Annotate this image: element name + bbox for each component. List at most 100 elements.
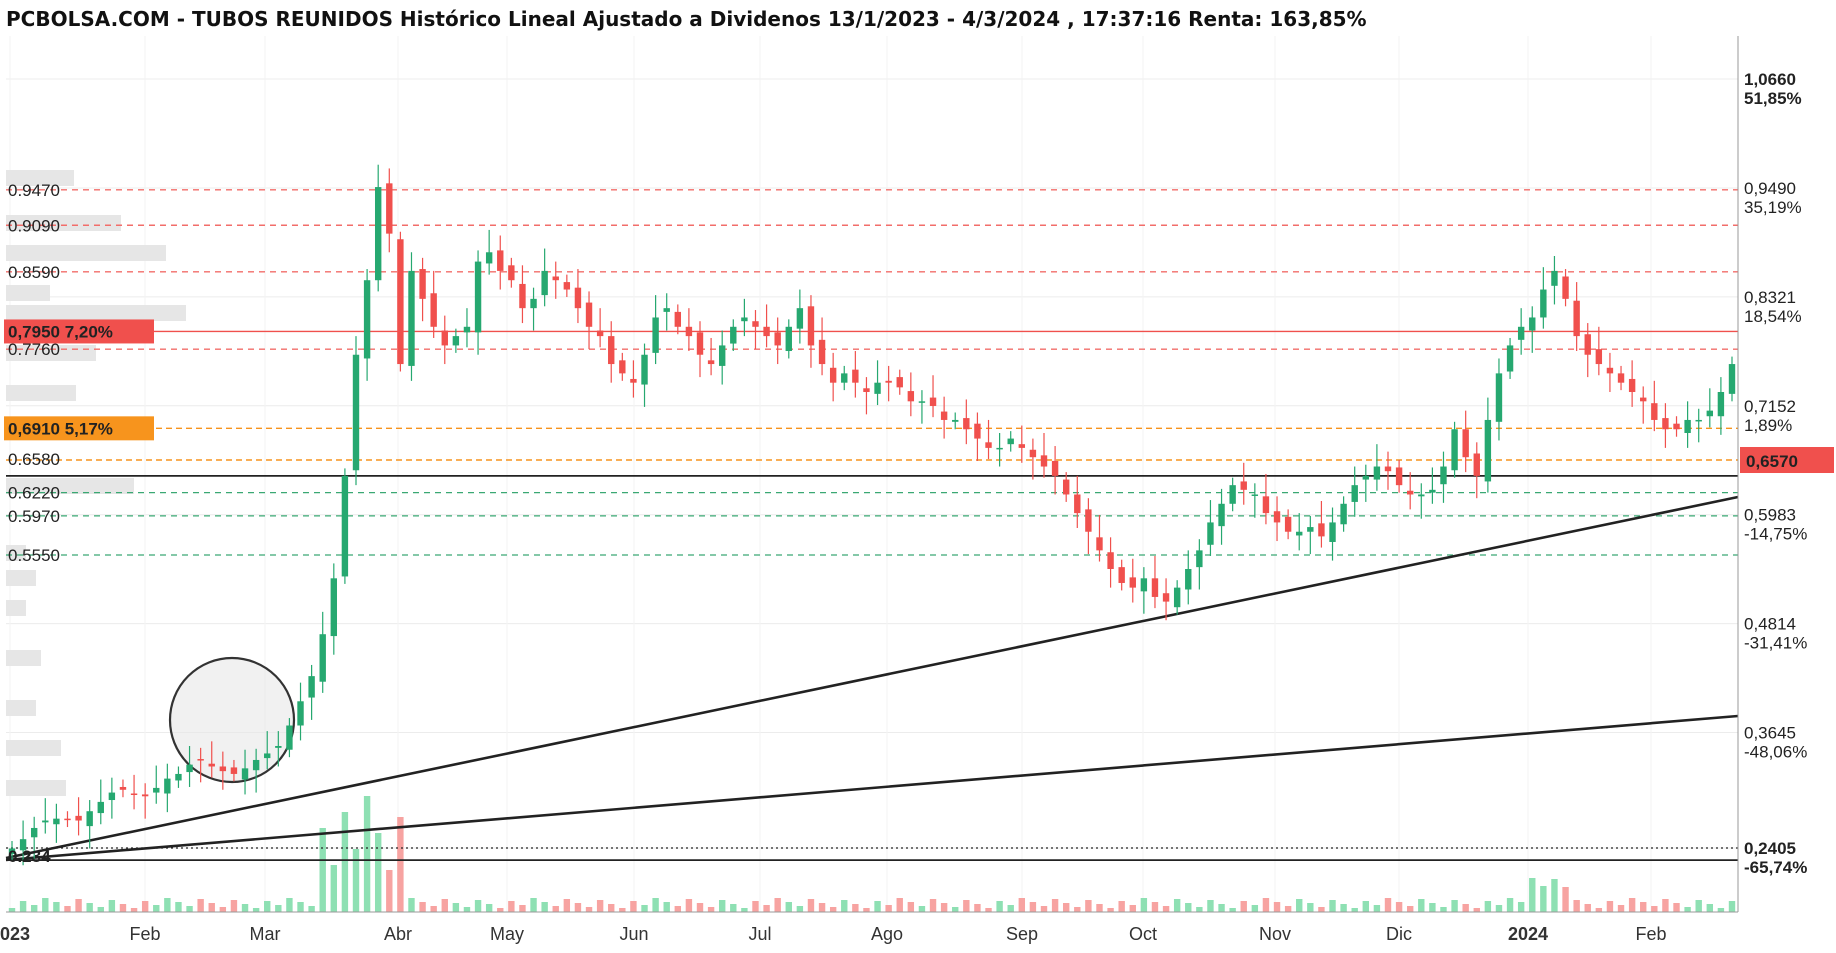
candle-body: [164, 778, 171, 794]
candle-body: [940, 411, 948, 420]
volume-bar: [785, 902, 792, 912]
left-level-label: 0.7760: [8, 340, 60, 359]
candle-body: [652, 317, 659, 353]
volume-bar: [64, 906, 71, 912]
volume-bar: [1695, 900, 1702, 912]
volume-bar: [452, 903, 460, 912]
volume-bar: [1473, 908, 1480, 912]
volume-bar: [1062, 903, 1070, 912]
candle-body: [774, 332, 781, 346]
candle-body: [818, 339, 826, 365]
volume-bar: [430, 906, 437, 912]
candle-body: [996, 447, 1003, 450]
volume-bar: [1129, 905, 1136, 912]
x-axis-label: Sep: [1006, 924, 1038, 944]
right-axis-price-label: 1,0660: [1744, 70, 1796, 89]
volume-bar: [1140, 898, 1148, 912]
candle-body: [596, 330, 604, 337]
left-level-label: 0.6220: [8, 484, 60, 503]
candle-body: [1551, 270, 1558, 286]
right-axis-pct-label: -65,74%: [1744, 858, 1807, 877]
x-axis-label: Feb: [1635, 924, 1666, 944]
right-axis-pct-label: -48,06%: [1744, 742, 1807, 761]
candle-body: [608, 336, 615, 365]
volume-bar: [596, 900, 604, 912]
candle-body: [1406, 490, 1414, 495]
volume-bar: [1196, 907, 1203, 912]
axes: [6, 36, 1739, 913]
candle-body: [430, 293, 437, 327]
volume-bar: [197, 899, 204, 912]
volume-profile-bar: [6, 650, 41, 666]
volume-bar: [818, 903, 826, 912]
volume-bar: [186, 906, 193, 912]
candle-body: [1706, 410, 1714, 417]
volume-bar: [663, 902, 670, 912]
volume-bar: [1640, 902, 1647, 912]
volume-bar: [208, 903, 215, 912]
volume-bar: [108, 900, 116, 912]
right-axis-pct-label: 51,85%: [1744, 89, 1802, 108]
candle-body: [974, 423, 981, 439]
candle-body: [53, 818, 60, 825]
candle-body: [1185, 568, 1192, 590]
volume-profile-bar: [6, 245, 166, 261]
candle-body: [896, 377, 903, 388]
volume-bar: [1307, 903, 1314, 912]
candle-body: [19, 839, 27, 851]
candle-body: [319, 634, 326, 682]
candle-body: [1573, 300, 1580, 337]
candle-body: [885, 380, 892, 383]
volume-bar: [1029, 902, 1037, 912]
candle-body: [1728, 364, 1736, 394]
candle-body: [1484, 419, 1492, 482]
marker-box: [4, 319, 154, 344]
candle-body: [1562, 276, 1569, 299]
volume-bar: [1562, 887, 1569, 912]
x-axis-label: May: [490, 924, 524, 944]
candle-body: [1218, 503, 1225, 527]
candle-body: [141, 794, 149, 797]
candle-body: [1584, 334, 1591, 355]
candle-body: [641, 354, 648, 385]
candle-body: [219, 766, 227, 772]
volume-profile-bar: [6, 285, 50, 301]
volume-bar: [1429, 903, 1436, 912]
volume-bar: [940, 903, 948, 912]
volume-bar: [286, 898, 293, 912]
candle-body: [30, 827, 38, 838]
volume-bar: [1207, 900, 1214, 912]
volume-bar: [1728, 901, 1736, 912]
volume-bar: [1251, 905, 1259, 912]
right-axis-price-label: 0,7152: [1744, 397, 1796, 416]
candle-body: [1540, 289, 1547, 318]
volume-bar: [963, 900, 970, 912]
volume-bar: [230, 900, 238, 912]
volume-bar: [1662, 899, 1669, 912]
marker-label: 0,6910 5,17%: [8, 419, 113, 438]
candle-body: [696, 332, 704, 355]
candle-body: [952, 419, 959, 422]
volume-bar: [985, 908, 992, 912]
candle-body: [374, 187, 382, 281]
x-axis-label: Feb: [129, 924, 160, 944]
candle-body: [1162, 593, 1170, 602]
candle-body: [685, 326, 693, 337]
candle-body: [186, 764, 193, 773]
candle-body: [1007, 438, 1014, 445]
x-axis-label: Ago: [871, 924, 903, 944]
volume-bar: [1074, 907, 1081, 912]
candle-body: [408, 270, 415, 366]
volume-bar: [1495, 905, 1503, 912]
volume-bar: [1573, 900, 1580, 912]
left-level-labels: 0.9470 0.9090 0.8590 0.7760 0.6580 0.6220 0.59…: [4, 181, 154, 866]
candle-body: [1351, 485, 1358, 502]
volume-bar: [1340, 904, 1347, 912]
volume-bar: [1118, 901, 1125, 912]
volume-bar: [19, 901, 27, 912]
volume-bar: [474, 900, 482, 912]
candle-body: [796, 308, 804, 329]
volume-bar: [1517, 902, 1525, 912]
candle-body: [1196, 550, 1203, 568]
volume-profile-bar: [6, 545, 26, 561]
